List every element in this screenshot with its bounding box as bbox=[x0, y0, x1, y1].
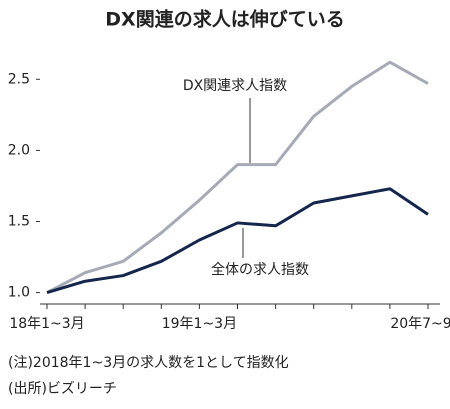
y-tick-label: 2.5 bbox=[8, 71, 30, 87]
line bbox=[46, 60, 429, 294]
x-tick-label: 20年7~9月 bbox=[390, 316, 450, 332]
y-tick-label: 2.0 bbox=[8, 142, 30, 158]
series-label: 全体の求人指数 bbox=[211, 261, 309, 278]
y-tick-label: 1.0 bbox=[8, 285, 30, 301]
note: (注)2018年1~3月の求人数を1として指数化 bbox=[8, 355, 289, 371]
chart-title: DX関連の求人は伸びている bbox=[105, 8, 344, 31]
y-tick-label: 1.5 bbox=[8, 214, 30, 230]
x-tick-label: 18年1~3月 bbox=[9, 316, 84, 332]
line bbox=[46, 187, 429, 295]
x-tick-label: 19年1~3月 bbox=[162, 316, 237, 332]
source: (出所)ビズリーチ bbox=[8, 381, 117, 397]
series-label: DX関連求人指数 bbox=[183, 78, 287, 94]
